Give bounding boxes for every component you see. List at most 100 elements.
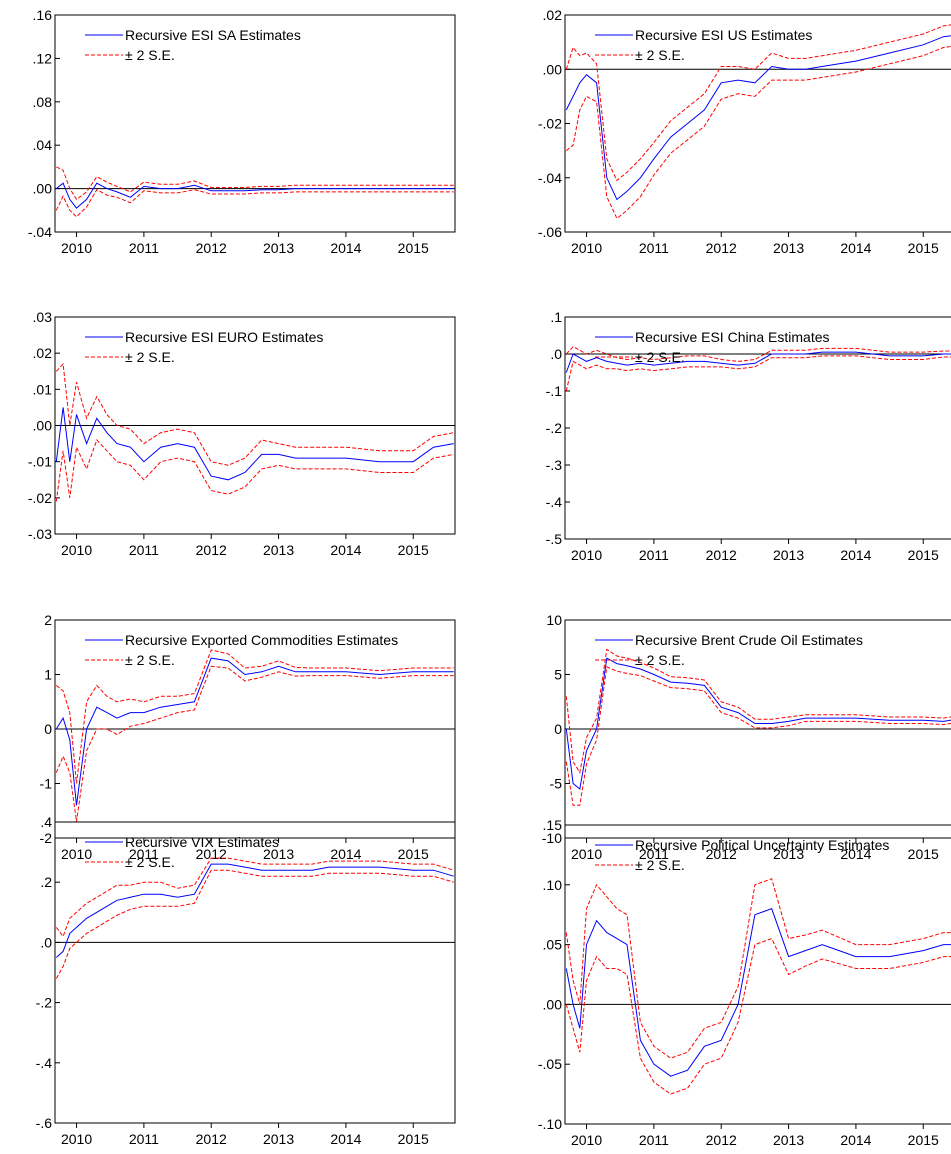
y-tick-label: -.02 bbox=[538, 116, 562, 132]
x-tick-label: 2012 bbox=[196, 1131, 227, 1147]
x-tick-label: 2014 bbox=[840, 240, 871, 256]
y-tick-label: -5 bbox=[550, 776, 563, 792]
x-tick-label: 2015 bbox=[398, 542, 429, 558]
x-tick-label: 2011 bbox=[129, 846, 159, 862]
legend-label: ± 2 S.E. bbox=[635, 349, 685, 365]
y-tick-label: -.03 bbox=[28, 526, 52, 542]
series-line bbox=[55, 182, 454, 209]
y-tick-label: .00 bbox=[33, 418, 53, 434]
y-tick-label: .10 bbox=[543, 877, 563, 893]
x-tick-label: 2014 bbox=[840, 846, 871, 862]
y-tick-label: -.4 bbox=[546, 494, 563, 510]
x-tick-label: 2010 bbox=[571, 1132, 602, 1148]
x-tick-label: 2011 bbox=[639, 547, 669, 563]
series-line bbox=[565, 351, 951, 373]
x-tick-label: 2012 bbox=[706, 846, 737, 862]
y-tick-label: -.1 bbox=[546, 383, 563, 399]
y-tick-label: -.02 bbox=[28, 490, 52, 506]
series-line bbox=[55, 657, 454, 806]
y-tick-label: -.4 bbox=[36, 1055, 53, 1071]
y-tick-label: .01 bbox=[33, 381, 53, 397]
x-tick-label: 2013 bbox=[773, 846, 804, 862]
x-tick-label: 2011 bbox=[129, 542, 159, 558]
x-tick-label: 2013 bbox=[773, 547, 804, 563]
y-tick-label: .4 bbox=[40, 814, 52, 830]
y-tick-label: 2 bbox=[44, 612, 52, 628]
y-tick-label: .02 bbox=[543, 7, 563, 23]
y-tick-label: .08 bbox=[33, 94, 53, 110]
panel: .1 .0 -.1 -.2 -.3 -.4 -.5 2010 2011 2012 2013 2014 2… bbox=[546, 309, 951, 563]
series-line bbox=[565, 24, 951, 182]
plot-frame bbox=[564, 316, 951, 540]
x-tick-label: 2014 bbox=[840, 1132, 871, 1148]
y-tick-label: -1 bbox=[40, 776, 53, 792]
x-tick-label: 2015 bbox=[908, 846, 939, 862]
y-tick-label: .02 bbox=[33, 345, 53, 361]
x-tick-label: 2012 bbox=[706, 240, 737, 256]
legend-label: Recursive Brent Crude Oil Estimates bbox=[635, 632, 863, 648]
y-tick-label: 0 bbox=[44, 721, 52, 737]
x-tick-label: 2011 bbox=[639, 846, 669, 862]
series-line bbox=[565, 937, 951, 1095]
y-tick-label: 10 bbox=[546, 612, 562, 628]
y-tick-label: -.06 bbox=[538, 224, 562, 240]
x-tick-label: 2010 bbox=[571, 240, 602, 256]
y-tick-label: .00 bbox=[33, 181, 53, 197]
plot-frame bbox=[564, 824, 951, 1125]
x-tick-label: 2014 bbox=[840, 547, 871, 563]
y-tick-label: .00 bbox=[543, 61, 563, 77]
series-line bbox=[565, 908, 951, 1077]
series-line bbox=[56, 166, 454, 201]
x-tick-label: 2014 bbox=[330, 1131, 361, 1147]
y-tick-label: -.04 bbox=[538, 170, 562, 186]
legend-label: Recursive ESI China Estimates bbox=[635, 329, 830, 345]
x-tick-label: 2010 bbox=[61, 240, 92, 256]
x-tick-label: 2012 bbox=[196, 240, 227, 256]
x-tick-label: 2014 bbox=[330, 542, 361, 558]
y-tick-label: -.3 bbox=[546, 457, 563, 473]
x-tick-label: 2013 bbox=[263, 846, 294, 862]
panel: .02 .00 -.02 -.04 -.06 2010 2011 2012 2013 2014 20… bbox=[538, 7, 951, 256]
plot-frame bbox=[54, 14, 456, 233]
series-line bbox=[55, 362, 454, 466]
legend-label: Recursive ESI SA Estimates bbox=[125, 27, 301, 43]
y-tick-label: .05 bbox=[543, 937, 563, 953]
y-tick-label: 5 bbox=[554, 667, 562, 683]
legend-label: ± 2 S.E. bbox=[125, 47, 175, 63]
legend-label: ± 2 S.E. bbox=[635, 857, 685, 873]
x-tick-label: 2013 bbox=[773, 240, 804, 256]
series-line bbox=[565, 45, 951, 220]
y-tick-label: -.10 bbox=[538, 1116, 562, 1132]
x-tick-label: 2013 bbox=[263, 240, 294, 256]
x-tick-label: 2011 bbox=[129, 240, 159, 256]
y-tick-label: .0 bbox=[550, 346, 562, 362]
y-tick-label: .0 bbox=[40, 934, 52, 950]
x-tick-label: 2010 bbox=[61, 1131, 92, 1147]
y-tick-label: .16 bbox=[33, 7, 53, 23]
panel: .15 .10 .05 .00 -.05 -.10 2010 2011 2012 2013 2014… bbox=[538, 817, 951, 1148]
series-line bbox=[55, 189, 454, 218]
series-line bbox=[565, 35, 951, 201]
x-tick-label: 2013 bbox=[263, 542, 294, 558]
series-line bbox=[55, 869, 454, 979]
legend-label: ± 2 S.E. bbox=[635, 652, 685, 668]
plot-frame bbox=[54, 821, 456, 1124]
y-tick-label: -2 bbox=[40, 830, 53, 846]
y-tick-label: -.2 bbox=[546, 420, 563, 436]
series-line bbox=[565, 345, 951, 362]
series-line bbox=[565, 657, 951, 790]
x-tick-label: 2015 bbox=[908, 240, 939, 256]
legend-label: ± 2 S.E. bbox=[125, 652, 175, 668]
x-tick-label: 2012 bbox=[706, 1132, 737, 1148]
x-tick-label: 2015 bbox=[398, 846, 429, 862]
y-tick-label: 0 bbox=[554, 721, 562, 737]
y-tick-label: .12 bbox=[33, 50, 53, 66]
x-tick-label: 2014 bbox=[330, 240, 361, 256]
series-line bbox=[55, 863, 454, 958]
y-tick-label: .1 bbox=[550, 309, 562, 325]
series-line bbox=[55, 439, 454, 502]
x-tick-label: 2015 bbox=[398, 1131, 429, 1147]
